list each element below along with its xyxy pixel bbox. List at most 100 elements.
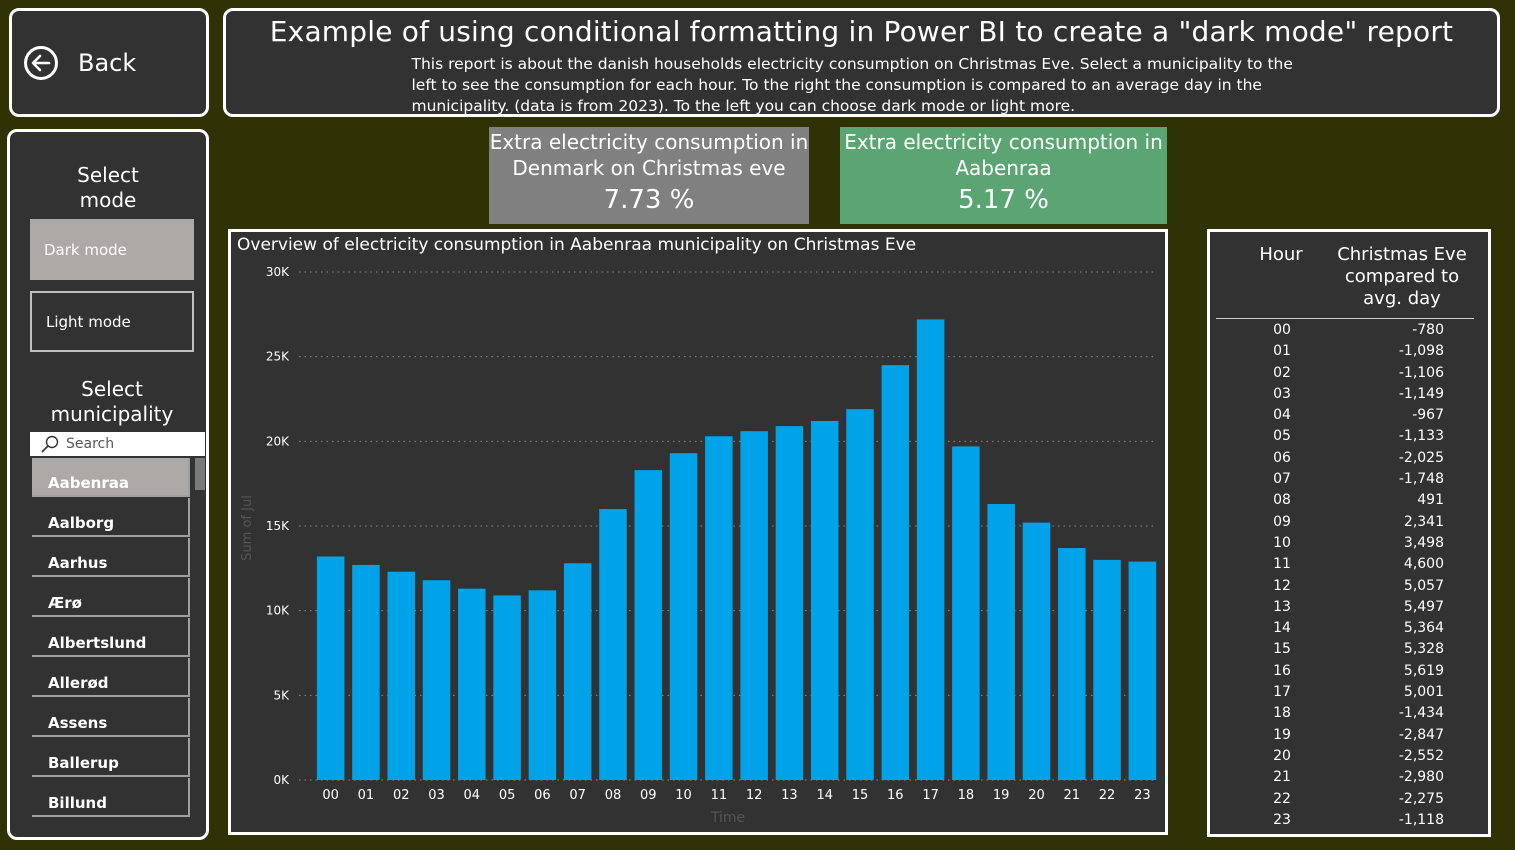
municipality-item[interactable]: Allerød [32,658,190,697]
table-row: 10 3,498 [1210,535,1488,556]
municipality-item[interactable]: Albertslund [32,618,190,657]
bar-hour-04 [458,588,486,780]
table-row: 03 -1,149 [1210,386,1488,407]
table-row: 15 5,328 [1210,641,1488,662]
bar-hour-02 [387,571,415,780]
back-arrow-icon [24,45,58,80]
table-row: 17 5,001 [1210,684,1488,705]
hour-cell: 09 [1273,513,1291,530]
bar-hour-05 [493,595,521,780]
consumption-chart: 0K 5K 10K 15K 20K 25K 30K 00 01 02 03 04 05 06 07 08 09 1… [228,229,1168,835]
difference-cell: -2,025 [1398,449,1444,466]
x-tick-label: 12 [746,788,763,803]
bar-hour-20 [1022,522,1051,780]
municipality-item[interactable]: Aarhus [32,538,190,577]
difference-cell: 5,364 [1403,620,1444,637]
x-tick-label: 08 [605,788,622,803]
x-tick-label: 15 [852,788,869,803]
x-tick-label: 10 [675,788,692,803]
x-tick-label: 14 [816,788,833,803]
municipality-item[interactable]: Billund [32,778,190,817]
difference-cell: 2,341 [1403,513,1444,530]
difference-cell: -1,098 [1398,343,1444,360]
x-tick-label: 03 [428,788,445,803]
table-row: 06 -2,025 [1210,450,1488,471]
chart-canvas: 0K 5K 10K 15K 20K 25K 30K 00 01 02 03 04 05 06 07 08 09 1… [240,265,1157,826]
bar-hour-15 [846,409,874,780]
bar-hour-21 [1058,548,1086,780]
bar-hour-18 [952,446,980,780]
difference-cell: 5,497 [1403,598,1444,615]
municipality-item[interactable]: Aalborg [32,498,190,537]
back-label: Back [78,48,137,77]
x-tick-label: 09 [640,788,657,803]
hour-cell: 18 [1273,705,1291,722]
hour-cell: 16 [1273,662,1291,679]
difference-cell: -967 [1412,407,1444,424]
x-tick-label: 23 [1134,788,1151,803]
hour-cell: 06 [1273,449,1291,466]
difference-cell: 4,600 [1403,556,1444,573]
report-title: Example of using conditional formatting … [269,15,1454,48]
y-axis-title: Sum of Jul [240,495,255,561]
hour-cell: 04 [1273,407,1291,424]
difference-cell: 3,498 [1403,534,1444,551]
hour-cell: 05 [1273,428,1291,445]
hour-cell: 08 [1273,492,1291,509]
municipality-item[interactable]: Ballerup [32,738,190,777]
hour-cell: 01 [1273,343,1291,360]
table-row: 08 491 [1210,492,1488,513]
kpi-card-municipality: Extra electricity consumption in Aabenra… [840,127,1167,224]
bar-hour-23 [1128,561,1157,780]
search-icon [41,435,59,453]
mode-title: Select mode [77,163,139,212]
x-tick-label: 18 [958,788,975,803]
municipality-list: Aabenraa Aalborg Aarhus Ærø Albertslund Aller… [32,458,190,818]
table-row: 20 -2,552 [1210,748,1488,769]
table-row: 12 5,057 [1210,578,1488,599]
table-body: 00 -780 01 -1,098 02 -1,106 03 -1,149 04 -967 05 -1… [1210,322,1488,833]
hour-cell: 21 [1273,769,1291,786]
hour-cell: 15 [1273,641,1291,658]
light-mode-button[interactable]: Light mode [30,291,194,352]
difference-cell: 5,619 [1403,662,1444,679]
difference-cell: -1,434 [1398,705,1444,722]
municipality-title: Select municipality [50,377,174,426]
municipality-item[interactable]: Aabenraa [32,458,190,497]
list-scrollbar[interactable] [195,458,205,490]
search-placeholder: Search [66,436,115,452]
hour-cell: 22 [1273,790,1291,807]
x-tick-label: 06 [534,788,551,803]
x-tick-label: 21 [1063,788,1080,803]
table-row: 16 5,619 [1210,663,1488,684]
hour-cell: 07 [1273,471,1291,488]
hour-cell: 11 [1273,556,1291,573]
x-tick-label: 19 [993,788,1010,803]
y-tick-label: 20K [266,434,290,448]
kpi-denmark-value: 7.73 % [603,185,695,215]
difference-cell: 5,328 [1403,641,1444,658]
y-tick-label: 10K [266,604,290,618]
x-tick-label: 05 [499,788,516,803]
municipality-item[interactable]: Ærø [32,578,190,617]
table-row: 01 -1,098 [1210,343,1488,364]
table-row: 18 -1,434 [1210,705,1488,726]
x-tick-label: 16 [887,788,904,803]
x-tick-label: 20 [1028,788,1045,803]
back-button[interactable]: Back [9,8,209,117]
table-row: 07 -1,748 [1210,471,1488,492]
chart-title: Overview of electricity consumption in A… [237,235,917,255]
table-row: 22 -2,275 [1210,791,1488,812]
hour-cell: 00 [1273,322,1291,338]
table-row: 04 -967 [1210,407,1488,428]
difference-cell: -1,106 [1398,364,1444,381]
bar-hour-07 [563,563,592,780]
table-row: 14 5,364 [1210,620,1488,641]
dark-mode-button[interactable]: Dark mode [30,219,194,280]
difference-cell: 491 [1417,492,1444,509]
bar-hour-13 [775,426,804,780]
report-description: This report is about the danish househol… [411,55,1293,115]
table-header-divider [1216,318,1474,319]
municipality-item[interactable]: Assens [32,698,190,737]
municipality-search-input[interactable]: Search [30,432,205,456]
